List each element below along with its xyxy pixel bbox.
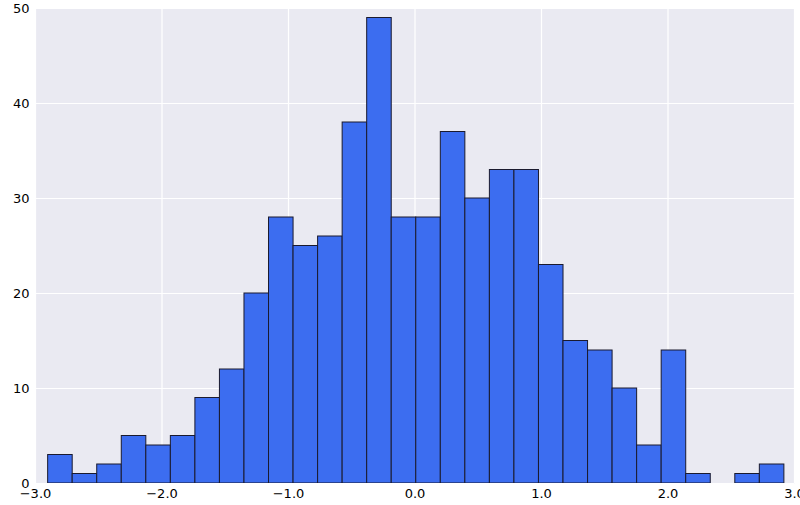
svg-text:40: 40 <box>13 96 30 111</box>
svg-text:0: 0 <box>21 475 30 491</box>
svg-text:50: 50 <box>13 1 30 16</box>
svg-text:1.0: 1.0 <box>531 486 552 501</box>
svg-text:2.0: 2.0 <box>658 486 679 501</box>
svg-text:3.0: 3.0 <box>784 486 800 501</box>
svg-text:−2.0: −2.0 <box>146 486 178 501</box>
svg-text:0.0: 0.0 <box>405 486 426 501</box>
svg-text:−1.0: −1.0 <box>273 486 305 501</box>
svg-text:30: 30 <box>13 191 30 206</box>
svg-text:20: 20 <box>13 286 30 301</box>
svg-text:10: 10 <box>13 381 30 396</box>
svg-text:−3.0: −3.0 <box>20 486 52 501</box>
